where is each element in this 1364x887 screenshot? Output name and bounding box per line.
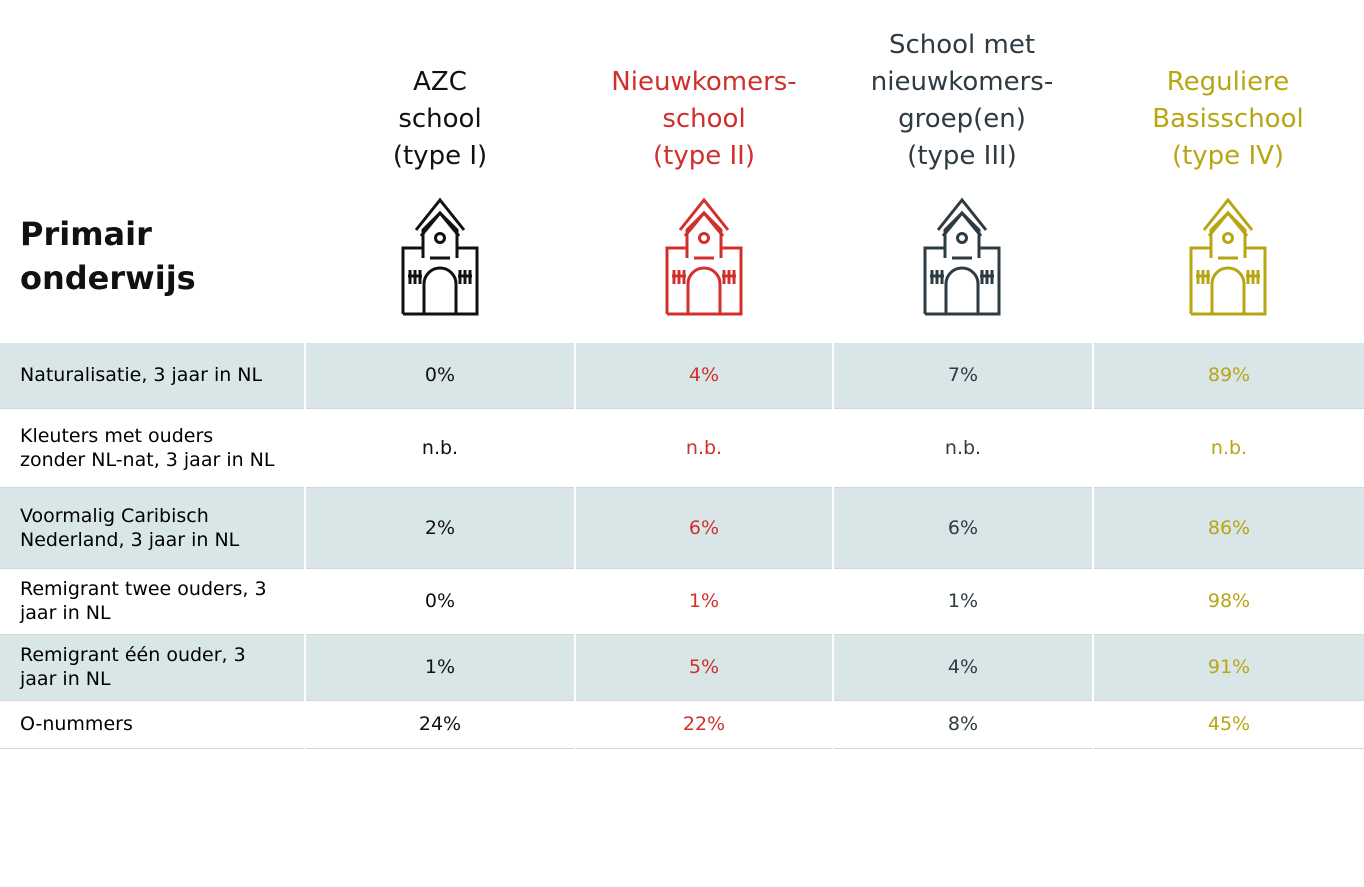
- column-header-line: school: [398, 104, 482, 134]
- cell: 6%: [574, 487, 833, 569]
- row: Remigrant twee ouders, 3 jaar in NL 0% 1% 1…: [0, 568, 1364, 635]
- cell: 8%: [832, 700, 1093, 749]
- row-label: Remigrant twee ouders, 3 jaar in NL: [0, 568, 305, 635]
- row-label: Voormalig Caribisch Nederland, 3 jaar in…: [0, 487, 305, 569]
- cell: n.b.: [304, 408, 575, 488]
- column-header-line: (type I): [392, 141, 488, 171]
- title: Primair onderwijs: [20, 212, 196, 300]
- school-icon: [921, 196, 1003, 316]
- cell: 91%: [1092, 634, 1364, 701]
- cell: 0%: [304, 343, 575, 409]
- cell: 86%: [1092, 487, 1364, 569]
- column-header-line: (type II): [653, 141, 755, 171]
- cell: 1%: [574, 568, 833, 635]
- cell: 89%: [1092, 343, 1364, 409]
- row-label: Naturalisatie, 3 jaar in NL: [0, 343, 305, 409]
- school-icon: [399, 196, 481, 316]
- school-icon: [1187, 196, 1269, 316]
- row-label: Remigrant één ouder, 3 jaar in NL: [0, 634, 305, 701]
- column-header-line: AZC: [413, 67, 467, 97]
- column-header: Reguliere Basisschool (type IV): [1093, 0, 1364, 175]
- cell: 7%: [832, 343, 1093, 409]
- row: Remigrant één ouder, 3 jaar in NL 1% 5% 4% 9…: [0, 634, 1364, 701]
- cell: 24%: [304, 700, 575, 749]
- cell: 0%: [304, 568, 575, 635]
- column-header-line: school: [662, 104, 746, 134]
- column-header: AZC school (type I): [305, 0, 575, 175]
- column-header-line: Basisschool: [1152, 104, 1304, 134]
- school-icon: [663, 196, 745, 316]
- cell: 4%: [832, 634, 1093, 701]
- cell: 45%: [1092, 700, 1364, 749]
- cell: 5%: [574, 634, 833, 701]
- column-header-line: (type IV): [1171, 141, 1285, 171]
- cell: 6%: [832, 487, 1093, 569]
- column-header-line: Nieuwkomers-: [611, 67, 797, 97]
- column-header-line: nieuwkomers-: [870, 67, 1054, 97]
- cell: n.b.: [574, 408, 833, 488]
- column-header: School met nieuwkomers-groep(en) (type III…: [832, 0, 1092, 175]
- row: Naturalisatie, 3 jaar in NL 0% 4% 7% 89%: [0, 343, 1364, 409]
- column-header-line: (type III): [907, 141, 1017, 171]
- cell: 1%: [304, 634, 575, 701]
- column-header: Nieuwkomers-school (type II): [575, 0, 833, 175]
- row: O-nummers 24% 22% 8% 45%: [0, 700, 1364, 749]
- row: Kleuters met ouders zonder NL-nat, 3 jaa…: [0, 408, 1364, 488]
- cell: 2%: [304, 487, 575, 569]
- row-label: Kleuters met ouders zonder NL-nat, 3 jaa…: [0, 408, 305, 488]
- table: Naturalisatie, 3 jaar in NL 0% 4% 7% 89% Kleu…: [0, 343, 1364, 749]
- cell: 98%: [1092, 568, 1364, 635]
- cell: 4%: [574, 343, 833, 409]
- title-line: onderwijs: [20, 259, 196, 297]
- row: Voormalig Caribisch Nederland, 3 jaar in…: [0, 487, 1364, 569]
- column-header-line: groep(en): [898, 104, 1026, 134]
- column-header-line: Reguliere: [1166, 67, 1290, 97]
- cell: 22%: [574, 700, 833, 749]
- cell: n.b.: [1092, 408, 1364, 488]
- cell: 1%: [832, 568, 1093, 635]
- row-label: O-nummers: [0, 700, 305, 749]
- title-line: Primair: [20, 215, 152, 253]
- cell: n.b.: [832, 408, 1093, 488]
- column-header-line: School met: [888, 30, 1036, 60]
